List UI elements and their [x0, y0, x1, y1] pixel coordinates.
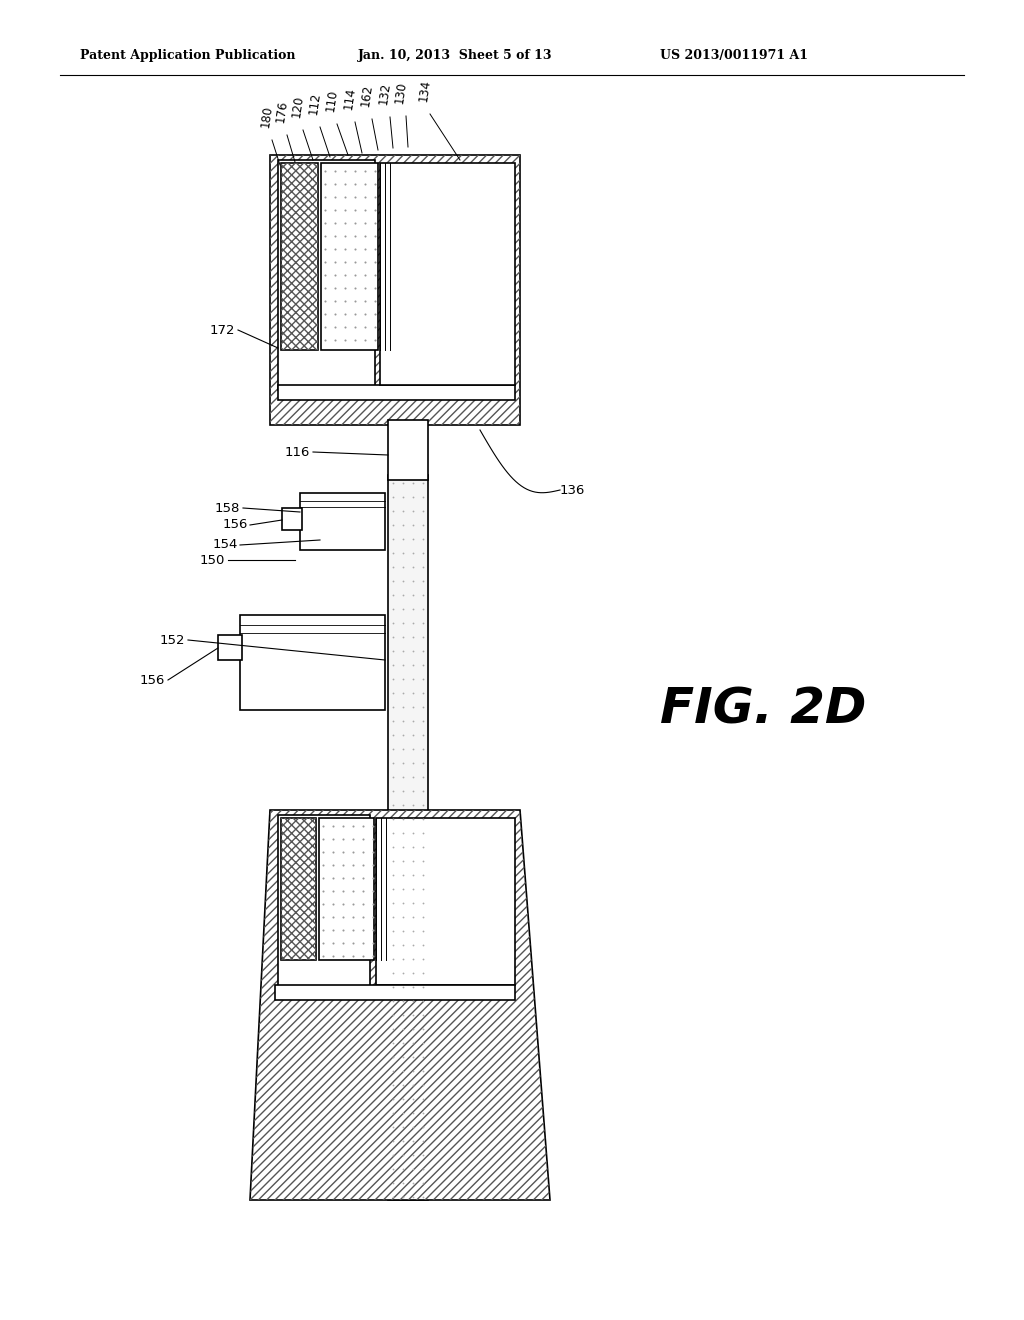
Polygon shape — [250, 810, 550, 1200]
Text: 120: 120 — [290, 94, 306, 117]
Text: FIG. 2D: FIG. 2D — [660, 686, 866, 734]
Text: 112: 112 — [307, 91, 324, 115]
Text: 152: 152 — [160, 634, 185, 647]
Bar — [278, 814, 370, 990]
Text: 110: 110 — [325, 88, 340, 112]
Bar — [300, 492, 385, 550]
Bar — [270, 154, 520, 425]
Text: 130: 130 — [393, 81, 410, 104]
Text: US 2013/0011971 A1: US 2013/0011971 A1 — [660, 49, 808, 62]
Bar — [278, 385, 515, 400]
Text: 154: 154 — [213, 539, 238, 552]
Text: 116: 116 — [285, 446, 310, 458]
Text: 156: 156 — [222, 519, 248, 532]
Bar — [388, 420, 428, 480]
Text: 136: 136 — [560, 483, 586, 496]
Bar — [376, 818, 515, 985]
Text: Jan. 10, 2013  Sheet 5 of 13: Jan. 10, 2013 Sheet 5 of 13 — [358, 49, 553, 62]
Text: 162: 162 — [359, 83, 375, 107]
Bar — [281, 162, 318, 350]
Bar — [281, 818, 316, 960]
Text: 172: 172 — [210, 323, 234, 337]
Bar — [240, 615, 385, 710]
Bar — [388, 475, 428, 1200]
Text: 176: 176 — [274, 99, 290, 123]
Text: 150: 150 — [200, 553, 225, 566]
Text: 180: 180 — [259, 104, 275, 128]
Bar — [270, 154, 520, 425]
Bar — [281, 162, 318, 350]
Bar — [321, 162, 378, 350]
Bar — [282, 508, 302, 531]
Text: Patent Application Publication: Patent Application Publication — [80, 49, 296, 62]
Text: 156: 156 — [139, 673, 165, 686]
Bar — [278, 160, 375, 389]
Bar — [281, 818, 316, 960]
Bar — [380, 162, 515, 385]
Bar — [275, 985, 515, 1001]
Text: 114: 114 — [342, 86, 358, 110]
Bar — [218, 635, 242, 660]
Text: 134: 134 — [417, 78, 433, 102]
Bar — [319, 818, 374, 960]
Text: 158: 158 — [215, 502, 240, 515]
Text: 132: 132 — [377, 81, 393, 106]
